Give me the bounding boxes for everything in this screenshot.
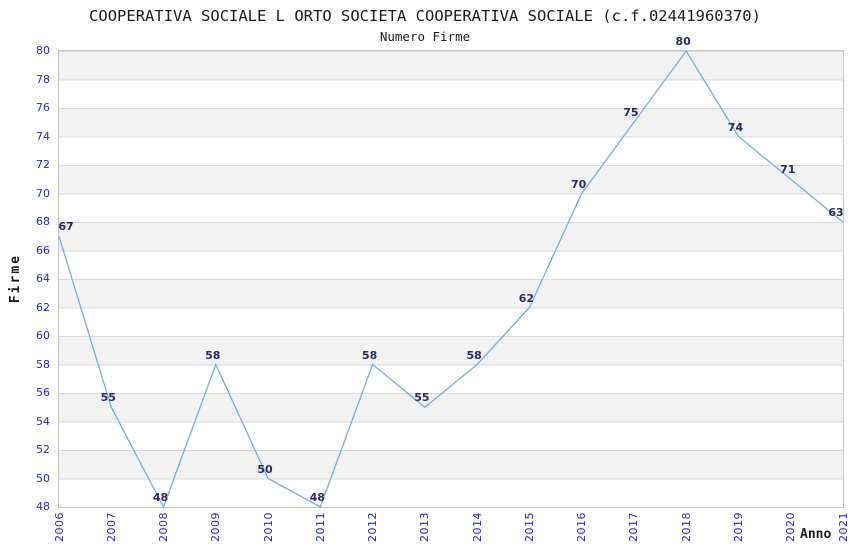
x-tick-label-wrap: 2012 <box>363 512 383 542</box>
x-tick-label-wrap: 2011 <box>310 512 330 542</box>
x-tick-label: 2009 <box>209 512 223 542</box>
x-tick-label-wrap: 2008 <box>154 512 174 542</box>
data-point-label: 58 <box>205 348 221 362</box>
x-tick-label-wrap: 2016 <box>572 512 592 542</box>
x-tick-label-wrap: 2006 <box>49 512 69 542</box>
x-tick-label: 2019 <box>731 512 745 542</box>
y-tick-label: 58 <box>36 357 50 371</box>
x-tick-label: 2020 <box>784 512 798 542</box>
y-tick-label: 48 <box>36 500 50 513</box>
x-tick-label: 2007 <box>104 512 118 542</box>
x-tick-label: 2021 <box>836 512 850 542</box>
x-tick-label: 2012 <box>366 512 380 542</box>
y-tick-label: 68 <box>36 215 50 228</box>
x-tick-label: 2014 <box>470 512 484 542</box>
x-tick-label: 2017 <box>627 512 641 542</box>
series-svg <box>58 49 844 509</box>
x-tick-label: 2016 <box>575 512 589 542</box>
data-point-label: 48 <box>309 491 325 504</box>
data-point-label: 74 <box>727 120 744 134</box>
chart-subtitle: Numero Firme <box>379 29 471 44</box>
x-tick-label-wrap: 2020 <box>781 512 801 542</box>
x-tick-label-wrap: 2019 <box>728 512 748 542</box>
x-tick-label: 2018 <box>679 512 693 542</box>
data-point-label: 55 <box>414 391 430 405</box>
y-tick-label: 52 <box>36 443 50 456</box>
x-tick-label-wrap: 2009 <box>206 512 226 542</box>
y-tick-label: 62 <box>36 300 50 314</box>
data-point-label: 80 <box>675 35 691 48</box>
x-tick-label: 2011 <box>313 512 327 542</box>
x-tick-label-wrap: 2015 <box>519 512 539 542</box>
plot-area <box>58 49 844 509</box>
data-point-label: 67 <box>58 220 74 234</box>
x-tick-label: 2008 <box>157 512 171 542</box>
data-point-label: 71 <box>780 163 796 177</box>
data-point-label: 70 <box>571 177 587 191</box>
x-tick-label-wrap: 2021 <box>833 512 850 542</box>
x-tick-label: 2013 <box>418 512 432 542</box>
y-tick-label: 76 <box>36 101 50 114</box>
x-tick-label-wrap: 2018 <box>676 512 696 542</box>
y-tick-label: 56 <box>36 386 50 399</box>
y-tick-label: 70 <box>36 186 50 200</box>
y-tick-label: 72 <box>36 158 50 171</box>
x-tick-label-wrap: 2010 <box>258 512 278 542</box>
y-tick-label: 80 <box>36 44 50 57</box>
y-tick-label: 78 <box>36 72 50 86</box>
data-point-label: 75 <box>623 106 639 120</box>
y-tick-label: 54 <box>36 414 50 428</box>
data-point-label: 63 <box>828 206 844 219</box>
y-tick-label: 66 <box>36 243 50 257</box>
data-point-label: 48 <box>152 491 169 504</box>
series-line <box>58 49 844 509</box>
y-tick-label: 74 <box>36 129 50 143</box>
x-tick-label: 2015 <box>522 512 536 542</box>
x-tick-label-wrap: 2007 <box>101 512 121 542</box>
data-point-label: 62 <box>518 291 535 305</box>
x-tick-label-wrap: 2013 <box>415 512 435 542</box>
x-tick-label-wrap: 2017 <box>624 512 644 542</box>
data-point-label: 50 <box>257 462 273 476</box>
data-point-label: 58 <box>361 348 378 362</box>
data-point-label: 55 <box>100 391 116 405</box>
x-tick-label: 2010 <box>261 512 275 542</box>
data-point-label: 58 <box>466 348 482 362</box>
y-tick-label: 50 <box>36 471 50 485</box>
y-tick-label: 60 <box>36 329 50 342</box>
y-tick-label: 64 <box>36 272 50 285</box>
x-axis-title: Anno <box>800 527 832 542</box>
chart-title: COOPERATIVA SOCIALE L ORTO SOCIETA COOPE… <box>89 7 761 25</box>
x-tick-label: 2006 <box>52 512 66 542</box>
x-tick-label-wrap: 2014 <box>467 512 487 542</box>
